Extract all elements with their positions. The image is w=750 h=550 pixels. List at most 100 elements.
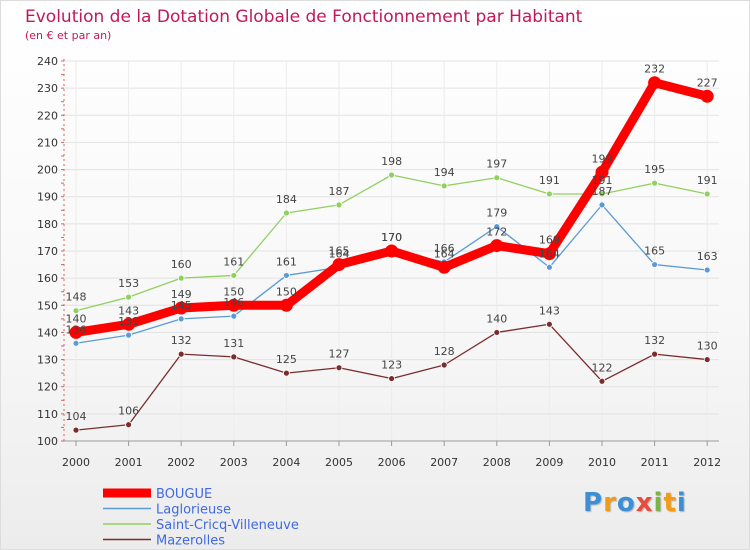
data-point (227, 298, 241, 312)
x-tick-label: 2004 (272, 456, 300, 469)
data-label: 160 (171, 258, 192, 271)
data-point (546, 190, 553, 198)
y-tick-label: 190 (37, 191, 58, 204)
data-label: 132 (171, 334, 192, 347)
data-label: 191 (592, 174, 613, 187)
logo-letter: i (653, 488, 664, 518)
data-label: 150 (276, 285, 297, 298)
data-label: 140 (66, 312, 87, 325)
legend-label: Mazerolles (156, 534, 225, 549)
x-tick-label: 2008 (483, 456, 511, 469)
data-label: 139 (118, 315, 139, 328)
data-point (122, 317, 136, 331)
data-label: 191 (539, 174, 560, 187)
data-label: 128 (434, 345, 455, 358)
chart-title: Evolution de la Dotation Globale de Fonc… (25, 7, 583, 27)
data-point (595, 165, 609, 179)
data-label: 187 (592, 185, 613, 198)
y-tick-label: 180 (37, 218, 58, 231)
x-tick-label: 2003 (220, 456, 248, 469)
data-point (700, 89, 714, 103)
data-label: 106 (118, 405, 139, 418)
data-label: 123 (381, 359, 402, 372)
data-point (598, 377, 606, 385)
data-point (651, 261, 658, 268)
data-point (282, 209, 290, 217)
data-point (72, 426, 80, 434)
data-point (648, 76, 662, 90)
data-point (335, 364, 343, 372)
data-point (542, 247, 556, 261)
x-tick-label: 2002 (167, 456, 195, 469)
data-point (72, 307, 80, 315)
data-label: 195 (644, 163, 665, 176)
data-label: 194 (434, 166, 455, 179)
x-tick-label: 2011 (641, 456, 669, 469)
data-label: 199 (592, 152, 613, 165)
y-tick-label: 110 (37, 408, 58, 421)
data-label: 165 (644, 245, 665, 258)
data-label: 187 (329, 185, 350, 198)
x-tick-label: 2007 (430, 456, 458, 469)
logo-letter: o (616, 488, 636, 518)
data-label: 172 (486, 226, 507, 239)
data-point (651, 350, 658, 358)
y-tick-label: 200 (37, 164, 58, 177)
data-label: 166 (434, 242, 455, 255)
proxiti-logo: Proxiti (583, 488, 687, 518)
data-point (598, 190, 606, 198)
data-point (174, 301, 188, 315)
data-label: 184 (276, 193, 297, 206)
data-point (385, 244, 399, 258)
data-label: 136 (66, 323, 87, 336)
y-tick-label: 130 (37, 354, 58, 367)
data-point (546, 263, 553, 271)
data-label: 164 (539, 247, 560, 260)
data-point (388, 171, 396, 179)
x-tick-label: 2006 (378, 456, 406, 469)
data-label: 146 (223, 296, 244, 309)
data-point (230, 272, 238, 279)
legend: BOUGUELaglorieuseSaint-Cricq-VilleneuveM… (103, 487, 299, 549)
data-label: 227 (697, 76, 718, 89)
data-label: 197 (486, 158, 507, 171)
y-tick-label: 220 (37, 109, 58, 122)
data-label: 161 (276, 255, 297, 268)
x-tick-label: 2010 (588, 456, 616, 469)
y-tick-label: 150 (37, 299, 58, 312)
data-label: 170 (381, 231, 402, 244)
data-label: 191 (697, 174, 718, 187)
data-label: 145 (171, 299, 192, 312)
legend-label: Saint-Cricq-Villeneuve (156, 518, 299, 533)
y-tick-label: 170 (37, 245, 58, 258)
data-point (440, 182, 448, 190)
data-point (651, 179, 658, 187)
data-label: 131 (223, 337, 244, 350)
data-label-layer: 140 143 149 150 150 165 170 164 172 169 199 232 227 1… (66, 63, 718, 423)
data-point (125, 421, 132, 429)
x-tick-label: 2012 (693, 456, 721, 469)
data-label: 132 (644, 334, 665, 347)
data-label: 130 (697, 340, 718, 353)
y-tick-label: 230 (37, 82, 58, 95)
data-point (440, 361, 448, 369)
data-point (125, 331, 132, 339)
data-label: 149 (171, 288, 192, 301)
y-tick-label: 160 (37, 272, 58, 285)
data-point (177, 350, 185, 358)
data-point (72, 339, 80, 347)
y-tick-label: 210 (37, 136, 58, 149)
data-label: 125 (276, 353, 297, 366)
y-tick-label: 120 (37, 381, 58, 394)
data-label: 165 (329, 245, 350, 258)
data-label: 179 (486, 207, 507, 220)
data-point (282, 272, 290, 279)
legend-label: BOUGUE (156, 487, 212, 502)
data-label: 169 (539, 234, 560, 247)
logo-letter: P (583, 488, 604, 518)
data-point (125, 293, 132, 301)
data-point (335, 201, 343, 209)
data-point (493, 223, 501, 230)
data-label: 170 (381, 231, 402, 244)
